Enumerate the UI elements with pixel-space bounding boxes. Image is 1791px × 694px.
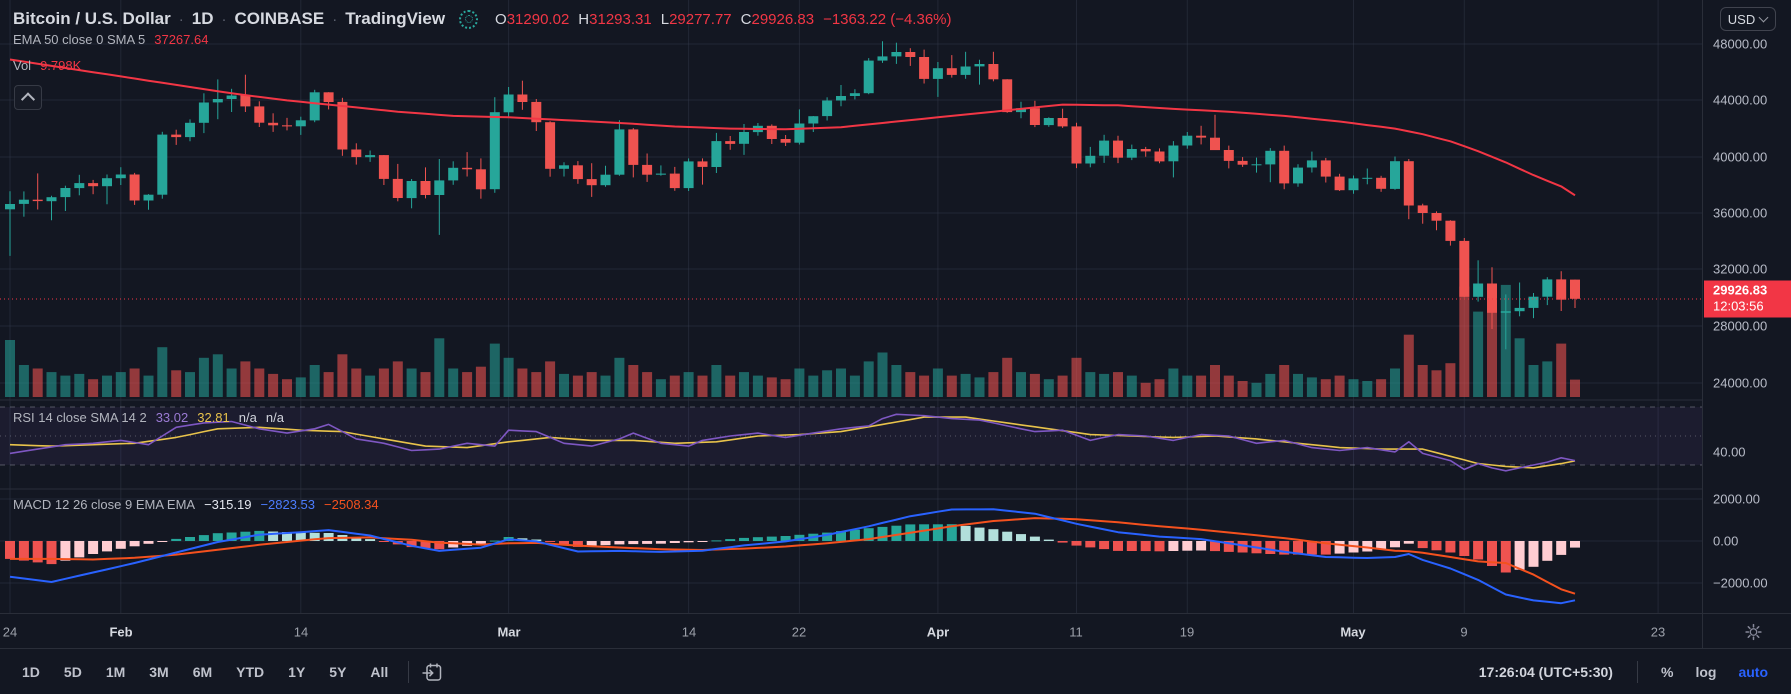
macd-axis-label: 2000.00: [1713, 491, 1760, 507]
time-axis-day-label: 19: [1179, 624, 1195, 639]
volume-indicator-row[interactable]: Vol 9.798K: [13, 56, 81, 74]
currency-label: USD: [1727, 11, 1756, 27]
auto-scale-button[interactable]: auto: [1738, 664, 1768, 680]
price-axis[interactable]: USD 48000.00 44000.00 40000.00 36000.00 3200…: [1702, 0, 1791, 648]
range-5d-button[interactable]: 5D: [63, 664, 82, 680]
open-value: 31290.02: [506, 10, 570, 28]
chevron-up-icon: [20, 91, 36, 106]
currency-dropdown[interactable]: USD: [1719, 7, 1776, 31]
gear-icon: [1745, 623, 1762, 640]
time-axis-month-label: Feb: [109, 624, 133, 639]
separator-dot: ·: [178, 10, 184, 28]
price-axis-label: 24000.00: [1713, 375, 1768, 391]
bottom-toolbar: 1D 5D 1M 3M 6M YTD 1Y 5Y All 17:26:04 (U…: [0, 648, 1791, 694]
range-3m-button[interactable]: 3M: [149, 664, 169, 680]
range-1m-button[interactable]: 1M: [105, 664, 126, 680]
macd-axis-label: −2000.00: [1713, 575, 1768, 591]
price-axis-label: 40000.00: [1713, 149, 1768, 165]
volume-value: 9.798K: [40, 57, 82, 73]
macd-hist-value: −315.19: [204, 496, 252, 512]
time-axis-month-label: Mar: [497, 624, 521, 639]
date-range-buttons: 1D 5D 1M 3M 6M YTD 1Y 5Y All: [12, 660, 398, 684]
time-axis-day-label: 23: [1650, 624, 1666, 639]
rsi-axis-label: 40.00: [1713, 444, 1746, 460]
price-axis-label: 28000.00: [1713, 318, 1768, 334]
collapse-indicators-button[interactable]: [14, 85, 42, 110]
interval-label[interactable]: 1D: [191, 9, 214, 28]
toolbar-right: 17:26:04 (UTC+5:30) % log auto: [1479, 661, 1777, 683]
platform-label: TradingView: [345, 9, 446, 28]
ohlc-values: O31290.02 H31293.31 L29277.77 C29926.83 …: [495, 10, 952, 28]
price-axis-label: 36000.00: [1713, 205, 1768, 221]
macd-line-value: −2823.53: [260, 496, 316, 512]
clock-timezone-button[interactable]: 17:26:04 (UTC+5:30): [1478, 664, 1613, 680]
separator-dot: ·: [332, 10, 338, 28]
percent-scale-button[interactable]: %: [1660, 664, 1674, 680]
ema-label: EMA 50 close 0 SMA 5: [13, 31, 146, 47]
time-axis-day-label: 24: [2, 624, 18, 639]
time-axis[interactable]: 24 Feb 14 Mar 14 22 Apr 11 19 May 9 23: [0, 613, 1791, 649]
separator-dot: ·: [221, 10, 227, 28]
rsi-na-value: n/a: [238, 409, 257, 425]
toolbar-divider: [1636, 661, 1638, 683]
range-all-button[interactable]: All: [370, 664, 389, 680]
chevron-down-icon: [1758, 12, 1769, 23]
range-1d-button[interactable]: 1D: [22, 664, 40, 680]
high-value: 31293.31: [589, 10, 652, 28]
macd-signal-value: −2508.34: [324, 496, 379, 512]
range-5y-button[interactable]: 5Y: [329, 664, 347, 680]
toolbar-divider: [408, 661, 410, 683]
low-value: 29277.77: [669, 10, 732, 28]
ema-value: 37267.64: [154, 31, 209, 47]
time-axis-day-label: 22: [791, 624, 807, 639]
range-ytd-button[interactable]: YTD: [236, 664, 265, 680]
macd-axis-label: 0.00: [1713, 533, 1739, 549]
macd-indicator-row[interactable]: MACD 12 26 close 9 EMA EMA −315.19 −2823…: [13, 496, 379, 512]
symbol-header: Bitcoin / U.S. Dollar · 1D · COINBASE · …: [13, 6, 952, 32]
time-axis-month-label: Apr: [926, 624, 950, 639]
time-axis-month-label: May: [1340, 624, 1366, 639]
macd-label: MACD 12 26 close 9 EMA EMA: [13, 496, 196, 512]
last-price-badge: 29926.83 12:03:56: [1704, 280, 1791, 318]
symbol-title[interactable]: Bitcoin / U.S. Dollar: [13, 9, 171, 28]
change-value: −1363.22 (−4.36%): [823, 10, 952, 28]
rsi-label: RSI 14 close SMA 14 2: [13, 409, 147, 425]
rsi-value: 33.02: [155, 409, 189, 425]
price-axis-label: 32000.00: [1713, 261, 1768, 277]
price-axis-label: 44000.00: [1713, 92, 1768, 108]
close-value: 29926.83: [751, 10, 815, 28]
rsi-na-value: n/a: [265, 409, 284, 425]
time-axis-day-label: 14: [293, 624, 309, 639]
chart-canvas[interactable]: [0, 0, 1702, 613]
last-price-value: 29926.83: [1713, 282, 1768, 298]
range-1y-button[interactable]: 1Y: [288, 664, 306, 680]
volume-label: Vol: [13, 57, 32, 73]
ema-indicator-row[interactable]: EMA 50 close 0 SMA 5 37267.64: [13, 30, 208, 48]
rsi-indicator-row[interactable]: RSI 14 close SMA 14 2 33.02 32.81 n/a n/…: [13, 409, 284, 425]
price-axis-label: 48000.00: [1713, 36, 1768, 52]
go-to-date-button[interactable]: [421, 661, 444, 684]
exchange-logo-icon: [459, 9, 479, 29]
time-axis-day-label: 11: [1069, 624, 1083, 639]
time-axis-day-label: 9: [1460, 624, 1468, 639]
calendar-icon: [422, 663, 442, 681]
range-6m-button[interactable]: 6M: [192, 664, 213, 680]
time-axis-day-label: 14: [681, 624, 697, 639]
chart-settings-button[interactable]: [1744, 622, 1763, 641]
rsi-sma-value: 32.81: [197, 409, 230, 425]
exchange-label[interactable]: COINBASE: [234, 9, 325, 28]
bar-countdown: 12:03:56: [1713, 298, 1764, 314]
log-scale-button[interactable]: log: [1695, 664, 1717, 680]
